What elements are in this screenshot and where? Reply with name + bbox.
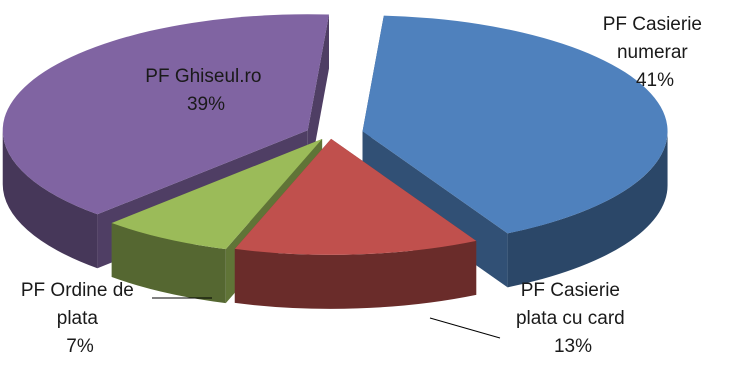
leader-line-casierie-card (429, 317, 501, 339)
slice-label-casierie-numerar: PF Casierie numerar 41% (603, 14, 708, 91)
slice-label-line: PF Casierie (521, 280, 620, 301)
slice-side-wall (307, 14, 330, 185)
slice-label-ordine-de-plata: PF Ordine de plata 7% (21, 280, 139, 357)
leader-lines (152, 297, 501, 339)
slice-outer-wall (507, 131, 668, 288)
slice-percent-label: 13% (554, 336, 592, 357)
slice-top-face (234, 138, 477, 255)
slice-percent-label: 41% (636, 70, 674, 91)
slice-top-face (362, 15, 668, 234)
pie-slice (362, 15, 668, 288)
slice-top-face (2, 14, 330, 215)
slice-labels: PF Casierie numerar 41% PF Casierie plat… (21, 14, 708, 357)
slice-outer-wall (2, 130, 98, 269)
slice-label-ghiseul-ro: PF Ghiseul.ro 39% (145, 66, 266, 115)
slice-outer-wall (234, 240, 477, 309)
slice-label-line: plata cu card (516, 308, 625, 329)
slice-label-line: PF Ghiseul.ro (145, 66, 261, 87)
slice-label-line: PF Ordine de (21, 280, 134, 301)
slice-label-line: numerar (617, 42, 688, 63)
slice-percent-label: 7% (66, 336, 94, 357)
slice-percent-label: 39% (187, 94, 225, 115)
slice-label-casierie-card: PF Casierie plata cu card 13% (516, 280, 630, 357)
slice-label-line: plata (57, 308, 99, 329)
slice-outer-wall (111, 223, 226, 304)
pie-slices (2, 14, 668, 309)
pie-slice (234, 138, 477, 309)
slice-top-face (111, 139, 323, 250)
slice-label-line: PF Casierie (603, 14, 702, 35)
